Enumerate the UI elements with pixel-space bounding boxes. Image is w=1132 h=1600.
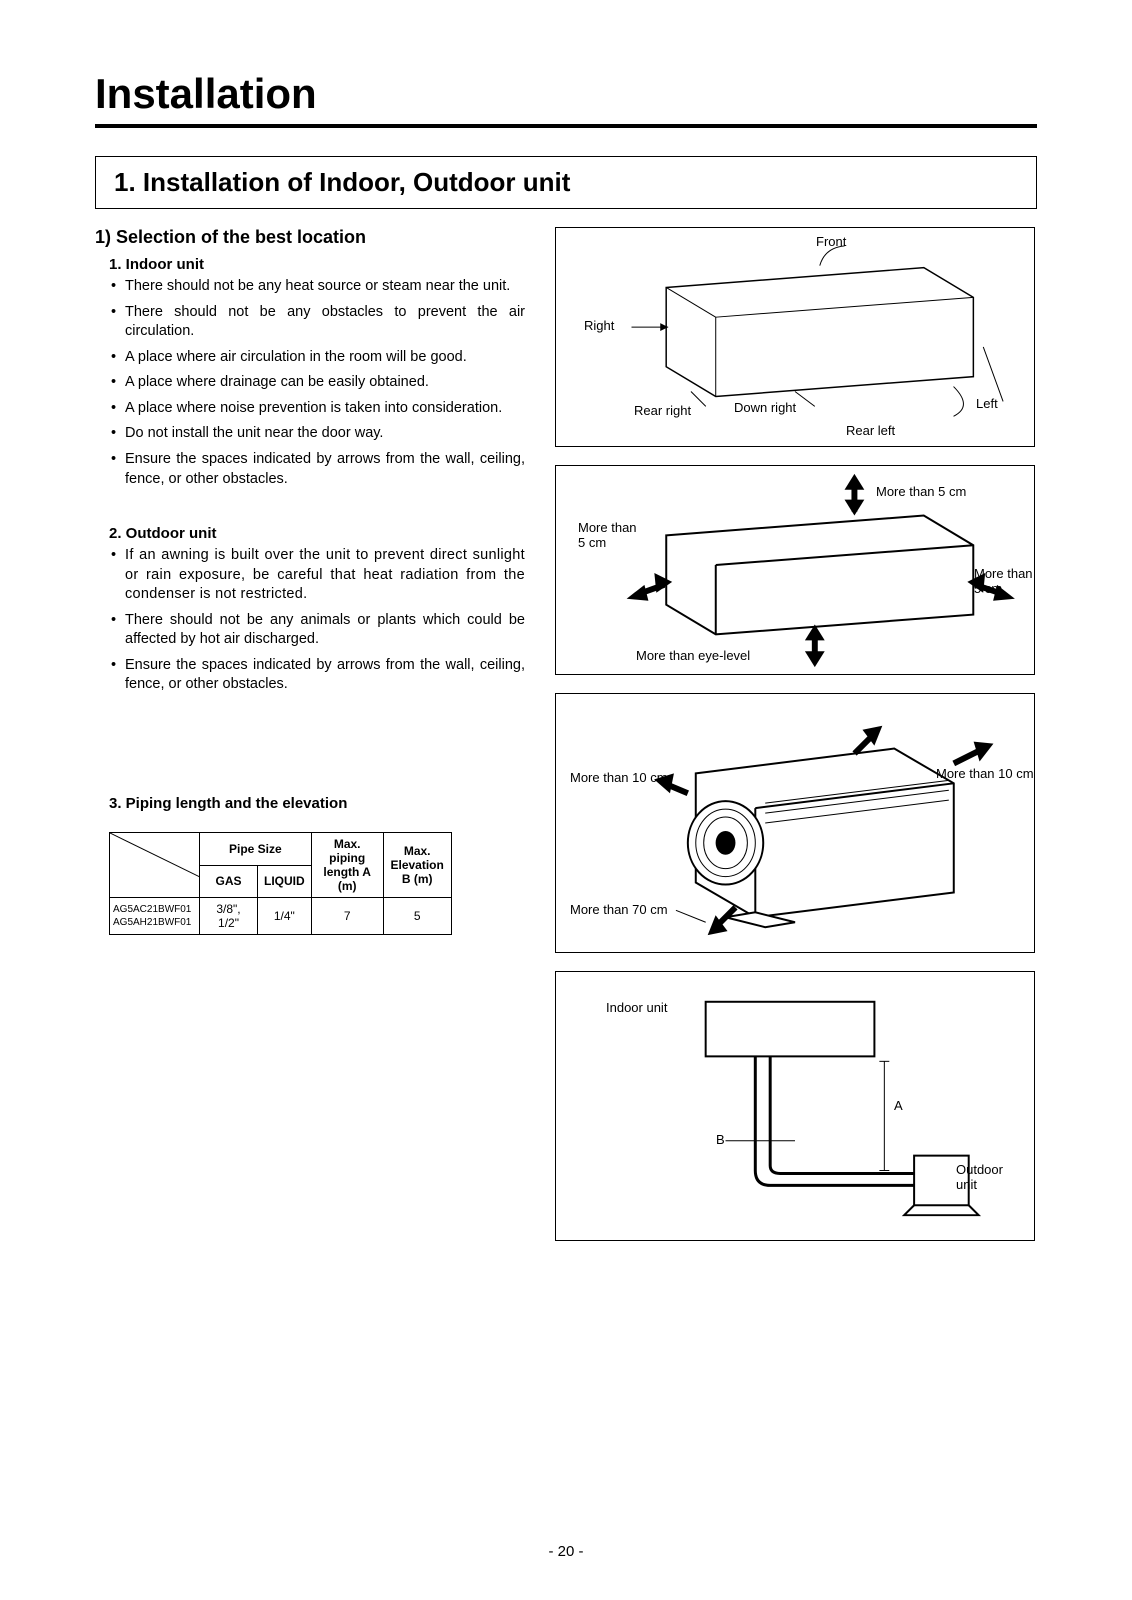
table-header-diag <box>110 833 200 898</box>
arrow-front-icon <box>708 907 736 935</box>
table-cell: 3/8", 1/2" <box>200 898 258 935</box>
list-item: A place where drainage can be easily obt… <box>125 373 525 393</box>
table-cell: 7 <box>311 898 383 935</box>
arrow-back-icon <box>855 726 883 754</box>
table-header: LIQUID <box>258 865 312 898</box>
arrow-right-icon <box>954 742 994 764</box>
fig2-right: More than5 cm <box>974 566 1033 596</box>
table-header: Max.Elevation B (m) <box>383 833 451 898</box>
section-heading-box: 1. Installation of Indoor, Outdoor unit <box>95 156 1037 209</box>
fig1-down-right: Down right <box>734 400 796 415</box>
arrow-down-icon <box>805 624 825 667</box>
arrow-up-icon <box>845 474 865 516</box>
fig3-right: More than 10 cm <box>936 766 1034 781</box>
fig1-rear-left: Rear left <box>846 423 895 438</box>
table-cell: 1/4" <box>258 898 312 935</box>
list-item: There should not be any animals or plant… <box>125 611 525 650</box>
indoor-bullets: There should not be any heat source or s… <box>95 277 525 489</box>
fig1-right: Right <box>584 318 614 333</box>
fig1-front: Front <box>816 234 846 249</box>
outdoor-bullets: If an awning is built over the unit to p… <box>95 546 525 695</box>
page-title: Installation <box>95 70 1037 118</box>
title-rule <box>95 124 1037 128</box>
list-item: A place where noise prevention is taken … <box>125 399 525 419</box>
table-cell: 5 <box>383 898 451 935</box>
figure-piping-diagram: Indoor unit A B Outdoorunit <box>555 971 1035 1241</box>
list-item: A place where air circulation in the roo… <box>125 348 525 368</box>
figure-indoor-directions: Front Right Down right Rear right Rear l… <box>555 227 1035 447</box>
list-item: There should not be any heat source or s… <box>125 277 525 297</box>
list-item: Ensure the spaces indicated by arrows fr… <box>125 450 525 489</box>
fig3-front: More than 70 cm <box>570 902 668 917</box>
fig1-rear-right: Rear right <box>634 403 691 418</box>
list-item: Ensure the spaces indicated by arrows fr… <box>125 656 525 695</box>
table-header: Max. pipinglength A (m) <box>311 833 383 898</box>
list-item: There should not be any obstacles to pre… <box>125 303 525 342</box>
fig4-outdoor: Outdoorunit <box>956 1162 1003 1192</box>
fig2-top: More than 5 cm <box>876 484 966 499</box>
piping-heading: 3. Piping length and the elevation <box>109 795 525 812</box>
fig2-left: More than5 cm <box>578 520 637 550</box>
outdoor-heading: 2. Outdoor unit <box>109 525 525 542</box>
table-header: GAS <box>200 865 258 898</box>
indoor-heading: 1. Indoor unit <box>109 256 525 273</box>
fig2-eye: More than eye-level <box>636 648 750 663</box>
figure-indoor-clearance: More than 5 cm More than5 cm More than5 … <box>555 465 1035 675</box>
fig4-b: B <box>716 1132 725 1147</box>
figure-outdoor-clearance: More than 10 cm More than 10 cm More tha… <box>555 693 1035 953</box>
fig1-left: Left <box>976 396 998 411</box>
subsection-heading: 1) Selection of the best location <box>95 227 525 248</box>
fig3-left: More than 10 cm <box>570 770 668 785</box>
fig4-indoor: Indoor unit <box>606 1000 667 1015</box>
section-heading: 1. Installation of Indoor, Outdoor unit <box>114 167 1018 198</box>
piping-table: Pipe Size Max. pipinglength A (m) Max.El… <box>109 832 452 935</box>
page-number: - 20 - <box>0 1543 1132 1560</box>
table-cell: AG5AC21BWF01AG5AH21BWF01 <box>110 898 200 935</box>
table-header: Pipe Size <box>200 833 312 866</box>
list-item: Do not install the unit near the door wa… <box>125 424 525 444</box>
fig4-a: A <box>894 1098 903 1113</box>
list-item: If an awning is built over the unit to p… <box>125 546 525 605</box>
